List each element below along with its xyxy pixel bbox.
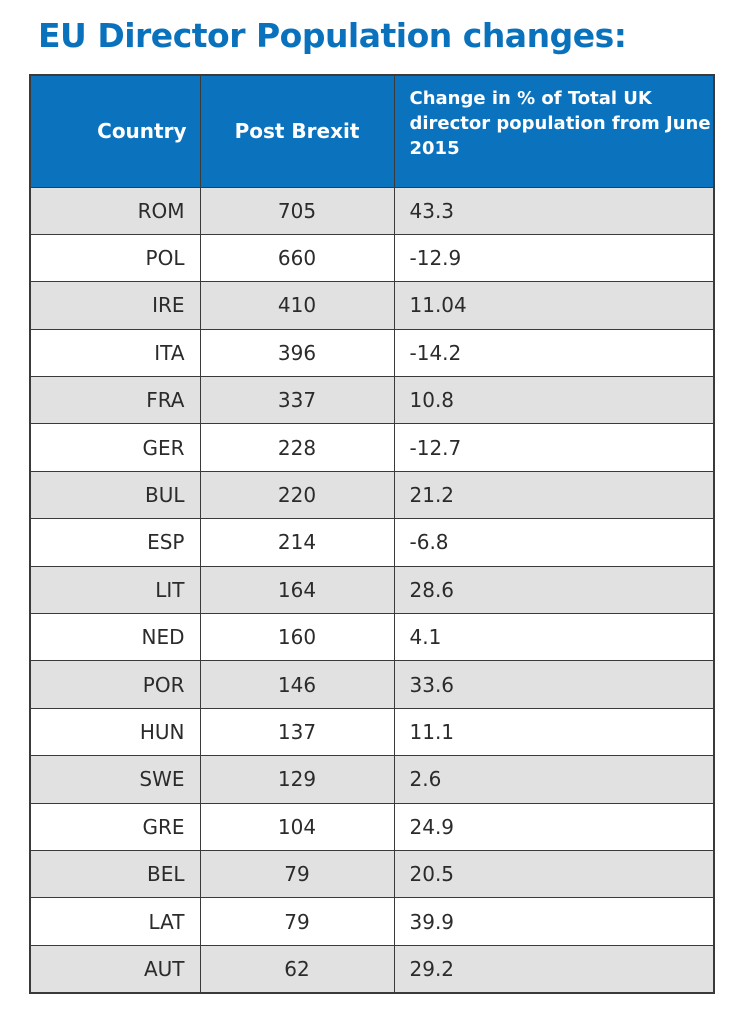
cell-country: LIT: [30, 565, 200, 614]
column-header-country: Country: [97, 119, 187, 144]
cell-post-brexit: 160: [199, 613, 394, 661]
cell-change-percent: -12.9: [393, 233, 714, 282]
cell-post-brexit: 79: [199, 849, 394, 898]
cell-post-brexit: 129: [199, 755, 394, 804]
cell-change-percent: 20.5: [393, 849, 714, 898]
table-row: POR 146 33.6: [30, 660, 714, 709]
cell-country: ESP: [30, 518, 200, 567]
cell-change-percent: 43.3: [393, 186, 714, 235]
cell-country: BEL: [30, 849, 200, 898]
table-row: IRE 410 11.04: [30, 281, 714, 330]
table-row: ESP 214 -6.8: [30, 518, 714, 567]
cell-change-percent: 4.1: [393, 613, 714, 661]
table-row: SWE 129 2.6: [30, 755, 714, 804]
cell-country: ITA: [30, 328, 200, 377]
cell-post-brexit: 660: [199, 233, 394, 282]
cell-post-brexit: 410: [199, 281, 394, 330]
cell-post-brexit: 104: [199, 802, 394, 851]
cell-change-percent: 10.8: [393, 376, 714, 424]
cell-change-percent: 39.9: [393, 897, 714, 946]
cell-change-percent: 28.6: [393, 565, 714, 614]
table-row: ROM 705 43.3: [30, 186, 714, 235]
cell-post-brexit: 146: [199, 660, 394, 709]
table-header-row: Country Post Brexit Change in % of Total…: [30, 75, 714, 187]
cell-country: LAT: [30, 897, 200, 946]
cell-country: SWE: [30, 755, 200, 804]
column-header-post-brexit: Post Brexit: [199, 75, 394, 187]
column-header-change-percent: Change in % of Total UK director populat…: [393, 75, 714, 187]
cell-change-percent: 11.1: [393, 707, 714, 756]
cell-change-percent: -6.8: [393, 518, 714, 567]
cell-post-brexit: 214: [199, 518, 394, 567]
table-row: GRE 104 24.9: [30, 802, 714, 851]
cell-post-brexit: 164: [199, 565, 394, 614]
table-row: LIT 164 28.6: [30, 565, 714, 614]
table-row: ITA 396 -14.2: [30, 328, 714, 377]
cell-country: POR: [30, 660, 200, 709]
cell-country: AUT: [30, 944, 200, 993]
table-row: HUN 137 11.1: [30, 707, 714, 756]
cell-change-percent: -14.2: [393, 328, 714, 377]
table-body: ROM 705 43.3 POL 660 -12.9 IRE 410 11.04 ITA 396 -1…: [30, 186, 714, 993]
cell-post-brexit: 705: [199, 186, 394, 235]
table-row: FRA 337 10.8: [30, 376, 714, 424]
cell-country: ROM: [30, 186, 200, 235]
table-row: LAT 79 39.9: [30, 897, 714, 946]
table-row: GER 228 -12.7: [30, 423, 714, 472]
cell-change-percent: 24.9: [393, 802, 714, 851]
cell-change-percent: -12.7: [393, 423, 714, 472]
cell-post-brexit: 79: [199, 897, 394, 946]
cell-change-percent: 2.6: [393, 755, 714, 804]
cell-country: IRE: [30, 281, 200, 330]
cell-change-percent: 33.6: [393, 660, 714, 709]
cell-country: BUL: [30, 470, 200, 519]
table-row: AUT 62 29.2: [30, 944, 714, 993]
cell-country: FRA: [30, 376, 200, 424]
cell-post-brexit: 62: [199, 944, 394, 993]
cell-change-percent: 11.04: [393, 281, 714, 330]
table-row: POL 660 -12.9: [30, 233, 714, 282]
table-row: BEL 79 20.5: [30, 849, 714, 898]
cell-country: NED: [30, 613, 200, 661]
page-title: EU Director Population changes:: [38, 16, 627, 55]
cell-post-brexit: 396: [199, 328, 394, 377]
cell-country: POL: [30, 233, 200, 282]
table-row: BUL 220 21.2: [30, 470, 714, 519]
cell-post-brexit: 137: [199, 707, 394, 756]
cell-change-percent: 21.2: [393, 470, 714, 519]
director-population-table: Country Post Brexit Change in % of Total…: [29, 74, 715, 994]
cell-country: GER: [30, 423, 200, 472]
cell-country: HUN: [30, 707, 200, 756]
cell-post-brexit: 337: [199, 376, 394, 424]
table-row: NED 160 4.1: [30, 613, 714, 661]
cell-change-percent: 29.2: [393, 944, 714, 993]
cell-post-brexit: 220: [199, 470, 394, 519]
cell-country: GRE: [30, 802, 200, 851]
cell-post-brexit: 228: [199, 423, 394, 472]
